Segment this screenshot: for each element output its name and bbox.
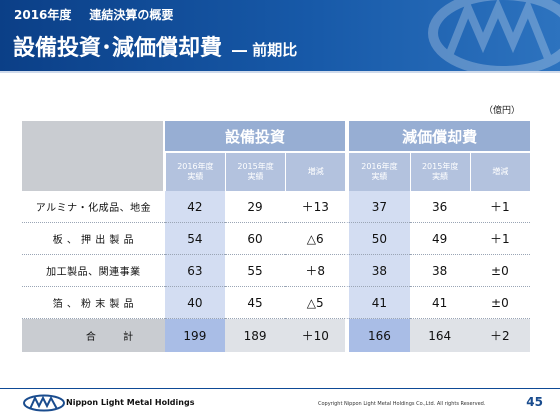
- table-corner: [22, 121, 165, 191]
- page-title-suffix: ― 前期比: [232, 41, 298, 59]
- row-label: アルミナ・化成品、地金: [22, 191, 165, 223]
- dep-change-cell: ＋1: [469, 191, 530, 223]
- nlm-logo-icon: [23, 394, 65, 412]
- fiscal-year: 2016年度: [14, 8, 72, 22]
- company-name: Nippon Light Metal Holdings: [66, 398, 195, 407]
- group-header-row: 設備投資 減価償却費: [22, 121, 530, 191]
- dep-2015-cell: 41: [409, 287, 470, 319]
- dep-2016-cell: 38: [345, 255, 410, 287]
- dep-change-cell: ±0: [469, 287, 530, 319]
- group-header-capex: 設備投資: [164, 121, 346, 151]
- dep-2016-cell: 37: [345, 191, 410, 223]
- dep-2015-cell: 36: [409, 191, 470, 223]
- subheader-capex-change: 増減: [285, 151, 346, 191]
- capex-2015-cell: 60: [224, 223, 286, 255]
- total-dep-change-cell: ＋2: [469, 319, 530, 352]
- row-label: 箔 、 粉 末 製 品: [22, 287, 165, 319]
- dep-change-cell: ±0: [469, 255, 530, 287]
- capex-change-cell: △6: [285, 223, 346, 255]
- table-row: 箔 、 粉 末 製 品 40 45 △5 41 41 ±0: [22, 287, 530, 319]
- row-label: 加工製品、関連事業: [22, 255, 165, 287]
- group-header-depreciation: 減価償却費: [345, 121, 530, 151]
- subheader-dep-change: 増減: [469, 151, 530, 191]
- capex-2016-cell: 40: [164, 287, 225, 319]
- total-capex-change-cell: ＋10: [285, 319, 346, 352]
- capex-2015-cell: 55: [224, 255, 286, 287]
- dep-2015-cell: 38: [409, 255, 470, 287]
- capex-2015-cell: 29: [224, 191, 286, 223]
- capex-depreciation-table: 設備投資 減価償却費 2016年度 実績 2015年度 実績 増減 2016年度 実績…: [22, 121, 530, 352]
- capex-2015-cell: 45: [224, 287, 286, 319]
- total-label: 合計: [22, 319, 165, 352]
- subheader-dep-2015: 2015年度 実績: [409, 151, 470, 191]
- table-row: アルミナ・化成品、地金 42 29 ＋13 37 36 ＋1: [22, 191, 530, 223]
- subheader-dep-2016: 2016年度 実績: [345, 151, 410, 191]
- sub-header-row: 2016年度 実績 2015年度 実績 増減 2016年度 実績 2015年度 実績 増…: [22, 151, 530, 191]
- dep-change-cell: ＋1: [469, 223, 530, 255]
- slide-header: 2016年度 連結決算の概要 設備投資･減価償却費 ― 前期比: [0, 0, 560, 73]
- total-row: 合計 199 189 ＋10 166 164 ＋2: [22, 319, 530, 352]
- page-title: 設備投資･減価償却費 ― 前期比: [13, 30, 297, 62]
- dep-2016-cell: 50: [345, 223, 410, 255]
- capex-change-cell: △5: [285, 287, 346, 319]
- page-number: 45: [526, 395, 543, 409]
- capex-2016-cell: 42: [164, 191, 225, 223]
- subheader-capex-2016: 2016年度 実績: [164, 151, 225, 191]
- footer-divider: [0, 388, 560, 389]
- row-label: 板 、 押 出 製 品: [22, 223, 165, 255]
- capex-2016-cell: 63: [164, 255, 225, 287]
- header-divider: [0, 71, 560, 73]
- unit-label: （億円）: [483, 106, 520, 116]
- table-row: 板 、 押 出 製 品 54 60 △6 50 49 ＋1: [22, 223, 530, 255]
- total-dep-2016-cell: 166: [345, 319, 410, 352]
- dep-2016-cell: 41: [345, 287, 410, 319]
- section-subtitle: 2016年度 連結決算の概要: [14, 6, 173, 23]
- subheader-capex-2015: 2015年度 実績: [224, 151, 286, 191]
- capex-change-cell: ＋13: [285, 191, 346, 223]
- copyright-text: Copyright Nippon Light Metal Holdings Co…: [318, 401, 486, 407]
- dep-2015-cell: 49: [409, 223, 470, 255]
- nlm-watermark-icon: [428, 0, 560, 73]
- section-name: 連結決算の概要: [89, 8, 174, 22]
- page-title-text: 設備投資･減価償却費: [13, 36, 223, 61]
- capex-change-cell: ＋8: [285, 255, 346, 287]
- table-row: 加工製品、関連事業 63 55 ＋8 38 38 ±0: [22, 255, 530, 287]
- total-capex-2015-cell: 189: [224, 319, 286, 352]
- total-capex-2016-cell: 199: [164, 319, 225, 352]
- total-dep-2015-cell: 164: [409, 319, 470, 352]
- capex-2016-cell: 54: [164, 223, 225, 255]
